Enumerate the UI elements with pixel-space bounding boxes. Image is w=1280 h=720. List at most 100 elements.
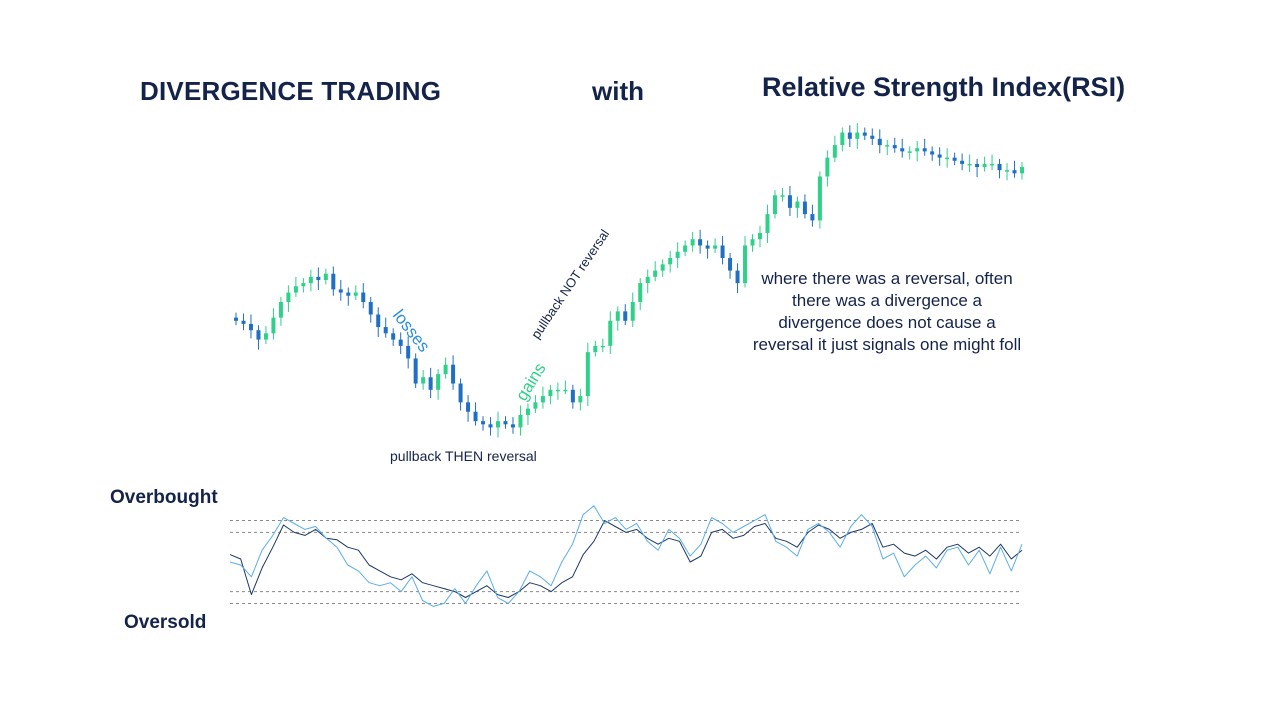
candle-body [967, 163, 972, 166]
price-candles [234, 123, 1024, 438]
candle-body [982, 163, 987, 168]
candle-body [810, 214, 815, 221]
candle-body [241, 320, 246, 324]
candle-body [271, 317, 276, 334]
candle [406, 336, 411, 369]
candle [930, 146, 935, 161]
candle [713, 238, 718, 254]
candle-body [346, 292, 351, 296]
candle [907, 146, 912, 160]
candle-body [892, 145, 897, 149]
candle-body [615, 311, 620, 321]
candle-body [758, 232, 762, 240]
candle-body [675, 251, 680, 259]
candle [922, 138, 927, 156]
candle [630, 292, 635, 328]
candle [451, 355, 456, 390]
candle [772, 190, 777, 219]
candle [398, 332, 403, 355]
candle [525, 403, 530, 425]
candle [705, 240, 710, 259]
candle [735, 263, 740, 294]
candle [353, 285, 358, 301]
candle [540, 386, 545, 409]
candle [802, 194, 807, 219]
candle-body [990, 163, 995, 166]
candle [623, 304, 628, 326]
candle-body [256, 330, 261, 340]
candle-body [391, 333, 396, 340]
title-divergence-trading: DIVERGENCE TRADING [140, 76, 442, 106]
candle-body [877, 138, 882, 146]
candle-body [496, 421, 500, 428]
candle-body [802, 201, 807, 215]
candle [570, 384, 575, 409]
candle [780, 188, 785, 202]
rsi-series-line [229, 520, 1023, 598]
candle-body [578, 396, 583, 403]
candle-body [997, 163, 1002, 171]
candle-body [293, 286, 298, 293]
candle [308, 269, 313, 292]
candle-body [383, 327, 388, 334]
candle-body [743, 245, 748, 284]
rsi-series-line [229, 505, 1023, 607]
candle-body [1012, 170, 1017, 174]
candle [982, 156, 987, 172]
candle [241, 313, 246, 331]
overbought-label: Overbought [110, 487, 218, 508]
candle-body [1020, 167, 1024, 174]
candle [787, 185, 792, 216]
candle-body [368, 301, 373, 315]
candle-body [945, 157, 950, 160]
candle-body [885, 145, 890, 147]
candle-body [668, 258, 673, 265]
candle-body [316, 276, 321, 280]
candle-body [870, 135, 875, 139]
candle [975, 158, 980, 178]
candle-body [720, 245, 725, 259]
candle [593, 340, 598, 357]
candle-body [713, 245, 718, 249]
candle-body [540, 396, 545, 403]
candle-body [458, 383, 463, 403]
candle-body [488, 424, 493, 428]
candle [488, 417, 493, 436]
candle [645, 269, 650, 294]
note-line: where there was a reversal, often [761, 269, 1013, 288]
candle [675, 242, 680, 269]
candle [765, 204, 770, 243]
candle-body [960, 160, 965, 164]
candle-body [623, 311, 628, 321]
candle-body [286, 292, 291, 302]
candle-body [653, 270, 658, 277]
candle [555, 382, 560, 400]
candle [293, 276, 298, 297]
candle-body [301, 283, 306, 287]
candle [563, 380, 568, 395]
candle-body [570, 389, 575, 403]
candle [323, 268, 328, 285]
candle [428, 367, 433, 398]
candle [368, 296, 373, 323]
candle [810, 204, 815, 227]
candle-body [585, 352, 590, 397]
candle-body [952, 157, 957, 161]
candle [248, 314, 253, 339]
candle [960, 153, 965, 171]
candle [496, 411, 500, 438]
candle-body [772, 195, 777, 215]
candle [413, 353, 418, 388]
candle-body [922, 148, 927, 152]
candle [338, 280, 343, 301]
candle [234, 312, 238, 326]
candle [870, 128, 875, 146]
candle [383, 317, 388, 338]
candle [653, 261, 658, 282]
candle-body [555, 389, 560, 392]
candle [1005, 162, 1010, 181]
candle-body [847, 132, 852, 139]
candle-body [683, 245, 688, 252]
candle-body [331, 273, 336, 290]
candle [690, 232, 695, 252]
